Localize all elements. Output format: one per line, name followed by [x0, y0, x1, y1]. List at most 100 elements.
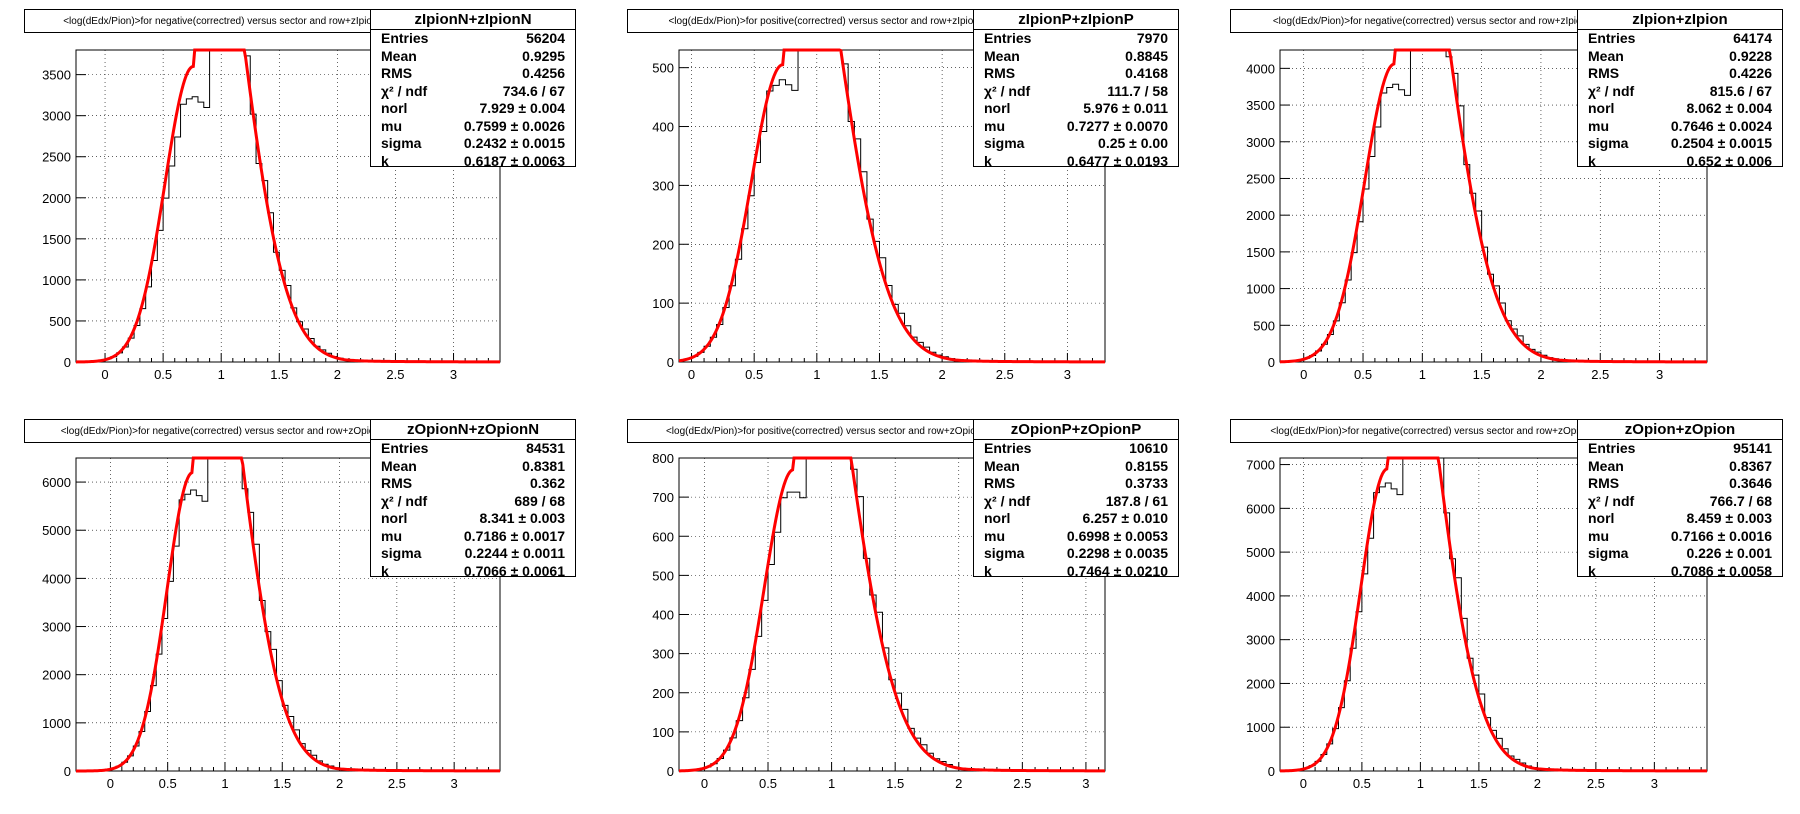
stats-row: k 0.7066 ± 0.0061 — [371, 563, 575, 581]
stats-value: 0.2244 ± 0.0011 — [464, 545, 565, 561]
stats-label: k — [984, 152, 992, 169]
stats-row: Entries 56204 — [371, 30, 575, 48]
stats-label: sigma — [381, 545, 422, 561]
stats-value: 0.7166 ± 0.0016 — [1670, 527, 1772, 544]
stats-row: RMS 0.3646 — [1578, 475, 1782, 493]
stats-row: norl 8.341 ± 0.003 — [371, 510, 575, 528]
stats-label: sigma — [1588, 545, 1629, 561]
stats-value: 0.6187 ± 0.0063 — [463, 152, 565, 169]
stats-label: χ² / ndf — [984, 82, 1031, 99]
y-tick-label: 1000 — [42, 716, 71, 731]
stats-value: 0.7086 ± 0.0058 — [1670, 562, 1772, 579]
x-tick-label: 0.5 — [745, 367, 763, 382]
stats-value: 7.929 ± 0.004 — [479, 100, 565, 116]
chart-title: <log(dEdx/Pion)>for negative(correctred)… — [1230, 9, 1630, 33]
stats-row: χ² / ndf 766.7 / 68 — [1578, 493, 1782, 511]
x-tick-label: 1.5 — [1473, 367, 1491, 382]
x-tick-label: 2.5 — [1591, 367, 1609, 382]
chart-title: <log(dEdx/Pion)>for negative(correctred)… — [1230, 419, 1630, 443]
y-tick-label: 300 — [652, 647, 674, 662]
x-tick-label: 1.5 — [870, 367, 888, 382]
stats-label: Entries — [984, 30, 1032, 46]
stats-row: k 0.6187 ± 0.0063 — [371, 153, 575, 171]
stats-box: zOpion+zOpion Entries 95141 Mean 0.8367 RMS 0.… — [1577, 419, 1783, 579]
stats-label: norl — [1588, 100, 1615, 116]
stats-label: k — [381, 562, 389, 579]
x-tick-label: 2.5 — [388, 776, 406, 791]
stats-value: 8.062 ± 0.004 — [1686, 100, 1772, 116]
x-tick-label: 3 — [1064, 367, 1071, 382]
stats-box: zOpionN+zOpionN Entries 84531 Mean 0.8381 RMS… — [370, 419, 576, 579]
stats-value: 766.7 / 68 — [1709, 492, 1772, 509]
y-tick-label: 2000 — [1246, 676, 1275, 691]
stats-row: Mean 0.8367 — [1578, 458, 1782, 476]
stats-row: mu 0.7646 ± 0.0024 — [1578, 118, 1782, 136]
y-tick-label: 3000 — [1246, 135, 1275, 150]
stats-label: mu — [381, 117, 402, 134]
stats-name: zOpionN+zOpionN — [371, 420, 575, 440]
y-tick-label: 6000 — [1246, 501, 1275, 516]
stats-value: 0.25 ± 0.00 — [1098, 135, 1168, 151]
stats-row: mu 0.6998 ± 0.0053 — [974, 528, 1178, 546]
stats-value: 0.8845 — [1125, 47, 1168, 64]
x-tick-label: 2.5 — [1013, 776, 1031, 791]
stats-name: zOpionP+zOpionP — [974, 420, 1178, 440]
y-tick-label: 300 — [652, 178, 674, 193]
stats-name: zIpion+zIpion — [1578, 10, 1782, 30]
stats-label: RMS — [381, 65, 413, 81]
stats-row: sigma 0.25 ± 0.00 — [974, 135, 1178, 153]
stats-label: k — [1588, 152, 1596, 169]
y-tick-label: 1000 — [1246, 720, 1275, 735]
stats-row: Entries 7970 — [974, 30, 1178, 48]
stats-label: χ² / ndf — [381, 82, 428, 99]
stats-value: 111.7 / 58 — [1107, 82, 1168, 99]
stats-label: χ² / ndf — [381, 492, 428, 509]
x-tick-label: 0.5 — [154, 367, 172, 382]
x-tick-label: 2 — [955, 776, 962, 791]
stats-value: 0.8367 — [1729, 457, 1772, 474]
y-tick-label: 800 — [652, 451, 674, 466]
stats-row: sigma 0.2244 ± 0.0011 — [371, 545, 575, 563]
y-tick-label: 5000 — [42, 523, 71, 538]
stats-value: 734.6 / 67 — [502, 82, 565, 99]
stats-row: Entries 64174 — [1578, 30, 1782, 48]
x-tick-label: 2.5 — [1587, 776, 1605, 791]
stats-value: 0.7186 ± 0.0017 — [463, 527, 565, 544]
stats-row: norl 8.459 ± 0.003 — [1578, 510, 1782, 528]
y-tick-label: 0 — [1268, 355, 1275, 370]
stats-label: Mean — [984, 457, 1020, 474]
stats-label: RMS — [984, 65, 1016, 81]
stats-box: zIpion+zIpion Entries 64174 Mean 0.9228 RMS 0.… — [1577, 9, 1783, 169]
y-tick-label: 5000 — [1246, 545, 1275, 560]
stats-row: RMS 0.362 — [371, 475, 575, 493]
stats-row: mu 0.7166 ± 0.0016 — [1578, 528, 1782, 546]
x-tick-label: 3 — [1656, 367, 1663, 382]
stats-value: 95141 — [1733, 440, 1772, 456]
y-tick-label: 3000 — [42, 109, 71, 124]
y-tick-label: 1500 — [42, 232, 71, 247]
stats-row: mu 0.7599 ± 0.0026 — [371, 118, 575, 136]
stats-label: Entries — [984, 440, 1032, 456]
stats-label: mu — [1588, 527, 1609, 544]
x-tick-label: 1 — [813, 367, 820, 382]
stats-value: 0.8155 — [1125, 457, 1168, 474]
stats-row: norl 5.976 ± 0.011 — [974, 100, 1178, 118]
chart-title: <log(dEdx/Pion)>for negative(correctred)… — [24, 419, 424, 443]
y-tick-label: 600 — [652, 529, 674, 544]
stats-label: mu — [984, 117, 1005, 134]
stats-value: 0.8381 — [522, 457, 565, 474]
y-tick-label: 0 — [1268, 764, 1275, 779]
y-tick-label: 3500 — [1246, 98, 1275, 113]
stats-label: Entries — [381, 30, 429, 46]
x-tick-label: 2 — [334, 367, 341, 382]
x-tick-label: 3 — [451, 776, 458, 791]
stats-value: 84531 — [526, 440, 565, 456]
stats-label: χ² / ndf — [984, 492, 1031, 509]
stats-box: zIpionP+zIpionP Entries 7970 Mean 0.8845 RMS 0… — [973, 9, 1179, 169]
stats-label: k — [1588, 562, 1596, 579]
y-tick-label: 1000 — [1246, 282, 1275, 297]
x-tick-label: 1.5 — [1470, 776, 1488, 791]
stats-label: Entries — [381, 440, 429, 456]
stats-value: 0.7277 ± 0.0070 — [1066, 117, 1168, 134]
stats-label: χ² / ndf — [1588, 492, 1635, 509]
